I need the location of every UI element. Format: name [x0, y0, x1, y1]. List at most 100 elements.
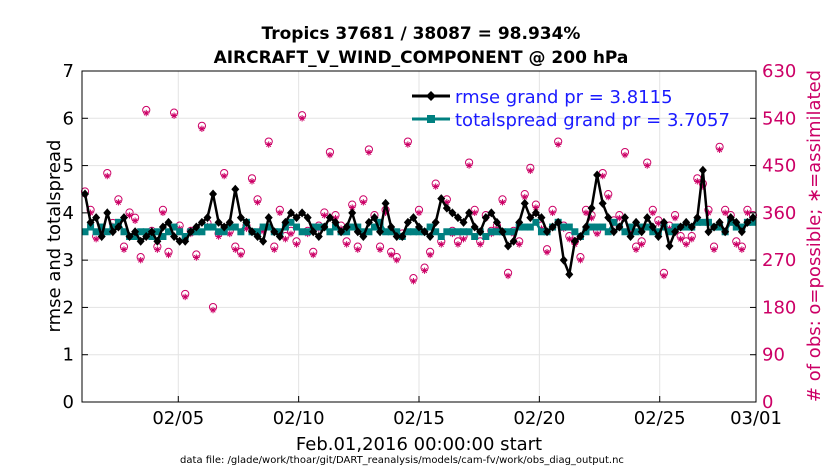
rmse-point: [570, 236, 579, 246]
rmse-point: [470, 222, 479, 232]
spread-point: [621, 228, 629, 236]
spread-point: [226, 223, 234, 231]
spread-point: [443, 228, 451, 236]
obs-assimilated-marker: [599, 172, 606, 180]
rmse-point: [648, 222, 657, 232]
spread-point: [716, 223, 724, 231]
rmse-point: [415, 222, 423, 232]
rmse-point: [698, 165, 707, 175]
spread-point: [254, 228, 262, 236]
rmse-point: [209, 189, 218, 199]
obs-assimilated-marker: [432, 183, 439, 190]
spread-point: [437, 233, 445, 240]
spread-point: [521, 223, 529, 231]
spread-point: [304, 228, 312, 236]
spread-point: [192, 228, 200, 236]
spread-point: [649, 228, 657, 236]
left-axis-label: rmse and totalspread: [44, 140, 65, 333]
rmse-point: [559, 255, 568, 265]
obs-assimilated-marker: [682, 241, 690, 248]
legend-spread-marker: [427, 115, 435, 123]
rmse-point: [253, 232, 262, 241]
right-tick-label: 180: [762, 297, 796, 318]
spread-point: [560, 223, 568, 231]
obs-assimilated-marker: [477, 241, 484, 248]
obs-assimilated-marker: [165, 251, 172, 259]
obs-assimilated-marker: [671, 214, 679, 222]
spread-point: [699, 218, 707, 226]
rmse-point: [97, 232, 106, 241]
rmse-point: [175, 236, 184, 246]
rmse-point: [281, 217, 290, 227]
rmse-point: [270, 227, 279, 237]
obs-assimilated-marker: [321, 212, 328, 219]
rmse-point: [498, 227, 507, 237]
obs-assimilated-marker: [87, 209, 94, 217]
rmse-point: [119, 213, 128, 223]
spread-point: [665, 228, 673, 236]
rmse-point: [370, 213, 379, 223]
spread-point: [359, 228, 367, 236]
spread-point: [749, 218, 757, 226]
obs-assimilated-marker: [421, 267, 428, 274]
spread-point: [326, 228, 334, 236]
rmse-series: [81, 165, 757, 279]
rmse-point: [320, 222, 329, 232]
obs-assimilated-marker: [170, 112, 178, 119]
x-axis-label: Feb.01,2016 00:00:00 start: [296, 434, 542, 455]
rmse-point: [142, 232, 151, 241]
spread-point: [120, 228, 128, 236]
rmse-point: [286, 208, 295, 218]
spread-point: [537, 228, 545, 236]
obs-assimilated-marker: [282, 235, 289, 243]
obs-assimilated-marker: [354, 246, 361, 253]
obs-assimilated-marker: [265, 141, 272, 148]
spread-point: [165, 228, 173, 236]
rmse-point: [342, 222, 351, 232]
spread-point: [460, 228, 468, 236]
spread-point: [432, 228, 440, 236]
spread-point: [393, 228, 401, 236]
spread-point: [220, 228, 228, 236]
rmse-point: [420, 227, 429, 237]
spread-point: [415, 228, 423, 236]
rmse-point: [459, 217, 468, 227]
spread-point: [727, 218, 735, 226]
rmse-point: [103, 208, 112, 218]
rmse-point: [292, 213, 301, 223]
obs-assimilated-marker: [232, 246, 239, 253]
obs-assimilated-marker: [92, 235, 100, 243]
obs-assimilated-marker: [499, 199, 506, 206]
obs-assimilated-marker: [616, 214, 623, 222]
spread-point: [198, 228, 206, 236]
obs-assimilated-marker: [632, 246, 640, 253]
rmse-point: [643, 213, 652, 223]
obs-assimilated-marker: [593, 230, 601, 238]
rmse-point: [331, 217, 340, 227]
obs-assimilated-marker: [744, 209, 751, 217]
rmse-point: [203, 213, 212, 223]
spread-point: [231, 223, 239, 231]
left-tick-label: 5: [63, 156, 74, 177]
right-tick-label: 270: [762, 250, 796, 271]
rmse-point: [509, 236, 518, 246]
obs-assimilated-marker: [137, 256, 144, 264]
rmse-point: [487, 208, 496, 218]
rmse-point: [108, 227, 117, 237]
spread-point: [81, 228, 89, 236]
spread-point: [493, 228, 501, 236]
obs-assimilated-marker: [115, 199, 122, 206]
obs-assimilated-marker: [644, 162, 651, 169]
rmse-point: [687, 222, 696, 232]
rmse-point: [615, 222, 624, 232]
rmse-point: [337, 227, 346, 237]
rmse-point: [259, 236, 268, 246]
right-axis: 0 90 180 270 360 450 540 630: [750, 61, 796, 413]
rmse-point: [192, 222, 201, 232]
spread-point: [148, 233, 156, 240]
legend: rmse grand pr = 3.8115 totalspread grand…: [412, 87, 730, 131]
obs-assimilated-marker: [410, 277, 417, 285]
spread-point: [142, 228, 150, 236]
rmse-point: [581, 222, 590, 232]
spread-point: [404, 228, 412, 236]
